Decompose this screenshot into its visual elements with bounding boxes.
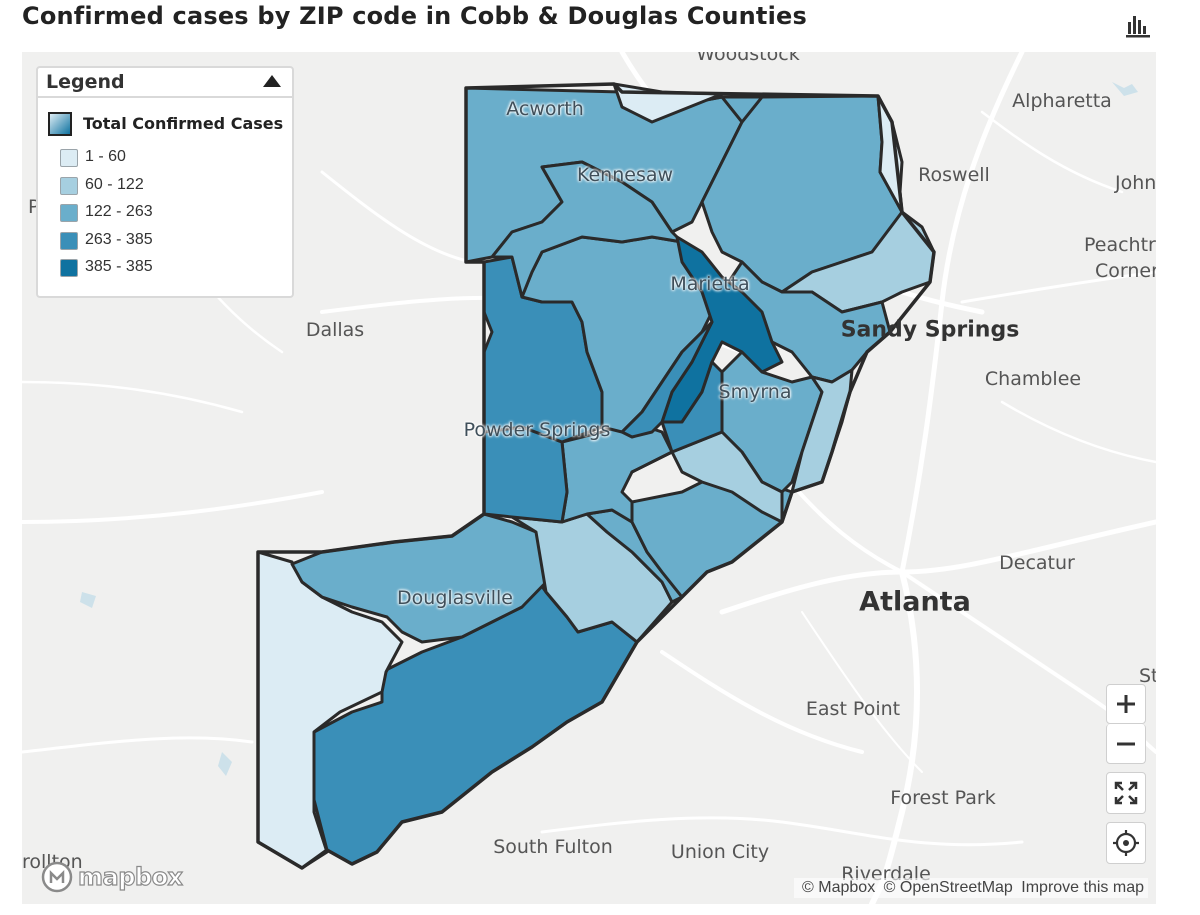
zip-regions bbox=[256, 82, 936, 870]
legend-item-label: 263 - 385 bbox=[85, 231, 153, 248]
legend-item-label: 60 - 122 bbox=[85, 176, 144, 193]
county-outline bbox=[256, 82, 936, 870]
legend-swatch bbox=[60, 232, 78, 250]
triangle-up-icon[interactable] bbox=[262, 74, 282, 93]
legend-panel: Legend Total Confirmed Cases 1 - 60 60 -… bbox=[36, 66, 294, 298]
place-roswell: Roswell bbox=[918, 164, 990, 186]
attribution-improve-link[interactable]: Improve this map bbox=[1021, 879, 1144, 896]
mapbox-logo[interactable]: mapbox bbox=[40, 860, 184, 896]
place-south-fulton: South Fulton bbox=[493, 836, 613, 858]
legend-title: Legend bbox=[46, 71, 125, 93]
mapbox-wordmark: mapbox bbox=[77, 862, 183, 891]
place-p: P bbox=[28, 196, 40, 218]
legend-swatch bbox=[60, 204, 78, 222]
place-atlanta: Atlanta bbox=[859, 586, 971, 618]
legend-item-label: 385 - 385 bbox=[85, 258, 153, 275]
map-attribution: © Mapbox © OpenStreetMap Improve this ma… bbox=[794, 878, 1148, 898]
basemap bbox=[22, 52, 1156, 904]
zoom-out-button[interactable] bbox=[1106, 724, 1146, 764]
legend-swatch bbox=[60, 259, 78, 277]
locate-button[interactable] bbox=[1106, 822, 1146, 864]
legend-swatch bbox=[60, 177, 78, 195]
fullscreen-button[interactable] bbox=[1106, 772, 1146, 814]
place-powder-springs: Powder Springs bbox=[463, 419, 611, 441]
mapbox-mark-icon bbox=[41, 861, 73, 893]
legend-swatch bbox=[60, 149, 78, 167]
place-johns: John bbox=[1115, 172, 1156, 194]
place-union-city: Union City bbox=[670, 841, 770, 863]
place-marietta: Marietta bbox=[670, 273, 750, 295]
place-smyrna: Smyrna bbox=[718, 381, 792, 403]
place-sandy-springs: Sandy Springs bbox=[840, 317, 1020, 343]
place-decatur: Decatur bbox=[999, 552, 1075, 574]
place-acworth: Acworth bbox=[506, 98, 584, 120]
place-alpharetta: Alpharetta bbox=[1012, 90, 1112, 112]
map-canvas[interactable]: Woodstock Acworth Alpharetta Kennesaw Ro… bbox=[22, 52, 1156, 904]
layer-swatch bbox=[48, 112, 72, 136]
page-title: Confirmed cases by ZIP code in Cobb & Do… bbox=[22, 2, 807, 30]
plus-icon bbox=[1117, 695, 1135, 713]
legend-header[interactable]: Legend bbox=[38, 68, 292, 98]
place-douglasville: Douglasville bbox=[397, 587, 513, 609]
place-peachtree-1: Peachtr bbox=[1084, 234, 1156, 256]
legend-item-label: 1 - 60 bbox=[85, 148, 126, 165]
attribution-mapbox-link[interactable]: © Mapbox bbox=[802, 879, 876, 896]
place-east-point: East Point bbox=[805, 698, 901, 720]
fullscreen-icon bbox=[1114, 781, 1138, 805]
bar-chart-icon[interactable] bbox=[1122, 8, 1156, 42]
water-layer bbox=[80, 82, 1138, 776]
place-forest-park: Forest Park bbox=[890, 787, 996, 809]
attribution-osm-link[interactable]: © OpenStreetMap bbox=[883, 879, 1013, 896]
legend-layer-label: Total Confirmed Cases bbox=[83, 114, 284, 133]
place-peachtree-2: Corner bbox=[1095, 260, 1156, 282]
crosshair-icon bbox=[1113, 830, 1139, 856]
place-woodstock: Woodstock bbox=[696, 52, 800, 65]
place-kennesaw: Kennesaw bbox=[576, 164, 674, 186]
minus-icon bbox=[1117, 742, 1135, 745]
place-dallas: Dallas bbox=[305, 319, 365, 341]
legend-item-label: 122 - 263 bbox=[85, 203, 153, 220]
place-st: St bbox=[1139, 665, 1156, 687]
place-chamblee: Chamblee bbox=[984, 368, 1082, 390]
zoom-in-button[interactable] bbox=[1106, 684, 1146, 724]
